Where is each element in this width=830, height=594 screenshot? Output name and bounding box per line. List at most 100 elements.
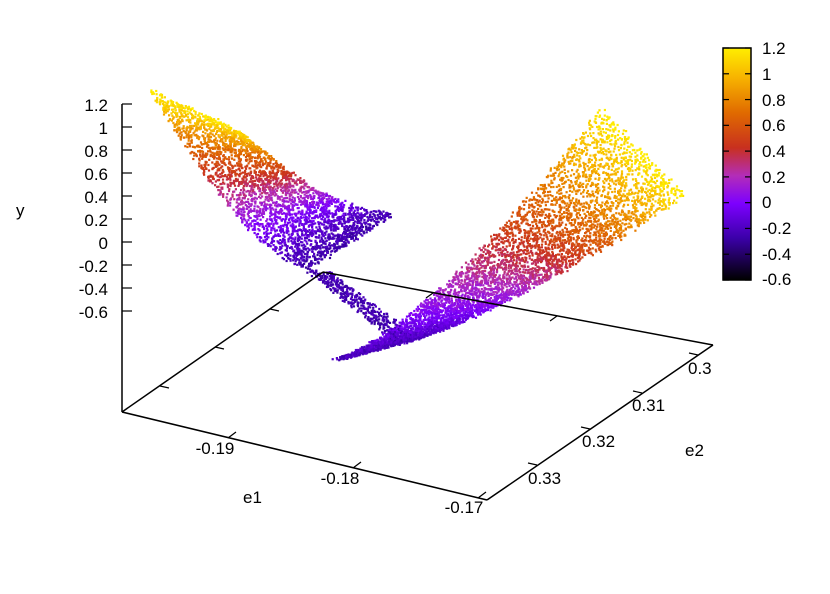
surface-point	[233, 158, 236, 161]
surface-point	[498, 274, 501, 277]
surface-point	[613, 158, 616, 161]
surface-point	[340, 204, 343, 207]
surface-point	[568, 205, 571, 208]
surface-point	[237, 149, 240, 153]
surface-point	[274, 202, 278, 205]
surface-point	[553, 214, 556, 217]
surface-point	[594, 117, 597, 121]
surface-point	[359, 229, 362, 233]
surface-point	[480, 249, 483, 252]
surface-point	[306, 190, 309, 193]
surface-point	[300, 264, 303, 267]
surface-point	[548, 184, 551, 187]
surface-point	[448, 316, 451, 319]
surface-point	[245, 174, 249, 178]
surface-point	[323, 193, 326, 196]
surface-point	[594, 233, 598, 237]
surface-point	[521, 218, 525, 221]
surface-point	[360, 223, 363, 226]
surface-point	[589, 144, 592, 147]
surface-point	[576, 189, 579, 192]
surface-point	[517, 295, 520, 298]
surface-point	[436, 310, 439, 313]
surface-point	[325, 213, 328, 216]
surface-point	[324, 282, 327, 285]
surface-point	[553, 263, 556, 266]
surface-point	[619, 193, 622, 197]
surface-point	[235, 201, 238, 204]
surface-point	[354, 237, 357, 240]
surface-point	[498, 265, 501, 268]
surface-point	[411, 319, 414, 322]
surface-point	[249, 204, 253, 207]
surface-point	[478, 254, 481, 257]
surface-point	[242, 175, 245, 178]
surface-point	[241, 196, 244, 200]
surface-point	[544, 194, 547, 197]
surface-point	[550, 235, 554, 238]
surface-point	[549, 190, 552, 193]
surface-point	[270, 194, 273, 197]
surface-point	[546, 264, 550, 267]
surface-point	[467, 274, 470, 277]
surface-point	[332, 275, 335, 278]
surface-point	[281, 256, 284, 260]
surface-point	[524, 213, 527, 217]
surface-point	[584, 131, 587, 134]
surface-point	[295, 180, 298, 183]
surface-point	[570, 199, 573, 202]
surface-point	[367, 217, 370, 220]
surface-point	[265, 220, 268, 223]
surface-point	[300, 237, 303, 240]
surface-point	[358, 296, 361, 299]
surface-point	[611, 204, 615, 207]
surface-point	[314, 258, 317, 261]
surface-point	[186, 116, 190, 119]
surface-point	[642, 165, 645, 168]
surface-point	[611, 214, 614, 217]
surface-point	[601, 210, 604, 213]
surface-point	[516, 294, 519, 297]
surface-point	[450, 288, 453, 291]
surface-point	[498, 233, 501, 236]
surface-point	[619, 236, 622, 239]
surface-point	[211, 154, 214, 157]
surface-point	[238, 133, 241, 136]
surface-point	[550, 199, 553, 202]
surface-point	[611, 128, 615, 131]
surface-point	[245, 146, 248, 149]
surface-point	[623, 194, 626, 197]
surface-point	[617, 234, 620, 237]
surface-point	[322, 246, 325, 249]
surface-point	[535, 268, 538, 272]
surface-point	[175, 101, 178, 104]
surface-point	[587, 251, 590, 255]
surface-point	[574, 163, 577, 166]
surface-point	[264, 207, 268, 210]
surface-point	[250, 157, 253, 160]
surface-point	[550, 203, 553, 206]
surface-point	[567, 170, 570, 173]
surface-point	[558, 221, 561, 224]
surface-point	[612, 213, 615, 216]
surface-point	[229, 135, 232, 139]
surface-point	[222, 195, 225, 198]
surface-point	[288, 236, 291, 239]
surface-point	[433, 297, 437, 300]
surface-point	[598, 114, 602, 117]
surface-point	[266, 218, 269, 221]
surface-point	[281, 203, 285, 206]
surface-point	[368, 311, 371, 314]
surface-point	[582, 139, 585, 142]
surface-point	[573, 201, 576, 205]
surface-point	[568, 185, 571, 188]
surface-point	[268, 243, 271, 246]
surface-point	[657, 201, 660, 204]
surface-point	[165, 107, 168, 110]
surface-point	[496, 248, 499, 251]
surface-point	[404, 332, 407, 335]
surface-point	[553, 166, 556, 169]
surface-point	[471, 303, 474, 306]
surface-point	[214, 162, 218, 165]
